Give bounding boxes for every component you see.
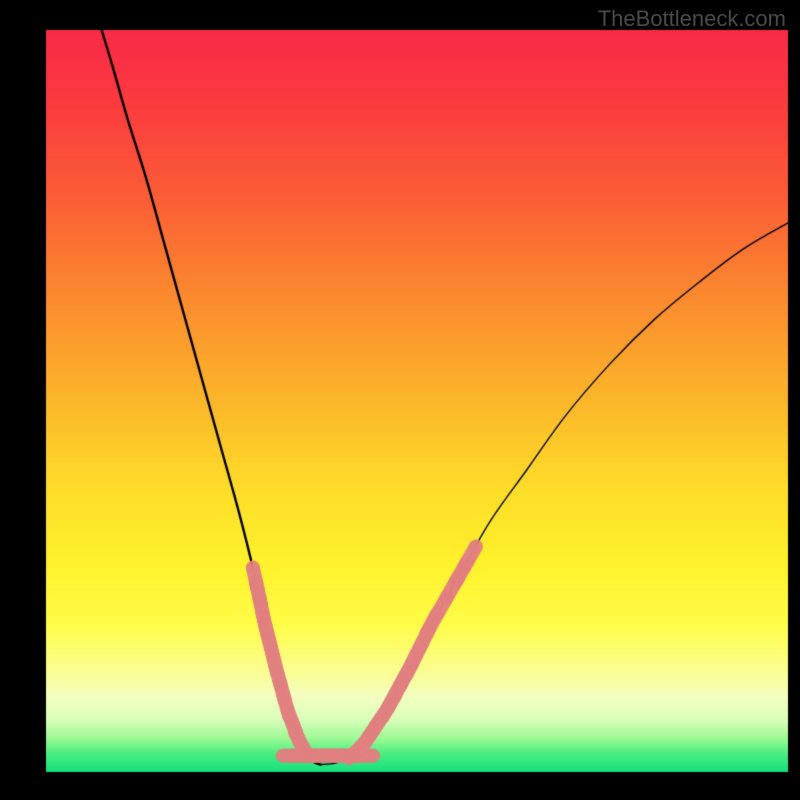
watermark-text: TheBottleneck.com — [598, 6, 786, 32]
chart-stage: TheBottleneck.com — [0, 0, 800, 800]
chart-canvas — [0, 0, 800, 800]
